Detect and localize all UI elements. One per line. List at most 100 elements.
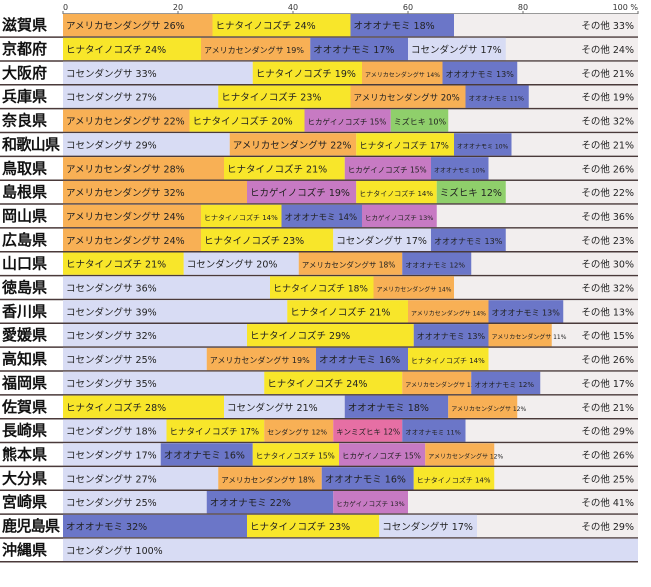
bar-segment <box>63 300 288 323</box>
segment-label: キンミズヒキ 12% <box>336 427 400 437</box>
bar-segment <box>63 514 247 538</box>
segment-label: ヒナタイノコズチ 18% <box>273 283 368 295</box>
other-label: その他 36% <box>581 211 634 223</box>
segment-label: オオオナモミ 11% <box>469 95 525 103</box>
bar-segment <box>339 443 426 466</box>
segment-label: コセンダングサ 35% <box>66 378 157 390</box>
segment-label: コセンダングサ 27% <box>66 473 157 485</box>
segment-label: アメリカセンダングサ 19% <box>210 355 310 365</box>
segment-label: ヒナタイノコズチ 23% <box>221 92 321 104</box>
segment-label: ヒナタイノコズチ 15% <box>256 450 335 460</box>
segment-label: ミズヒキ 10% <box>394 117 447 127</box>
bar-segment <box>344 395 449 418</box>
bar-segment <box>408 37 506 61</box>
bar-segment <box>298 252 403 275</box>
segment-label: ミズヒキ 12% <box>440 187 502 199</box>
bar-segment <box>356 133 454 156</box>
prefecture-label: 滋賀県 <box>2 16 47 34</box>
x-tick-label: 0 <box>63 3 68 12</box>
bar-segment <box>413 324 489 347</box>
bar-segment <box>471 371 541 395</box>
segment-label: オオオナモミ 10% <box>434 167 486 174</box>
bar-segment <box>206 347 316 371</box>
prefecture-label: 岡山県 <box>2 207 47 225</box>
bar-segment <box>408 347 489 371</box>
bar-segment <box>333 491 408 514</box>
bar-segment <box>224 157 345 180</box>
bar-segment <box>247 180 357 204</box>
prefecture-label: 兵庫県 <box>2 88 47 106</box>
segment-label: アメリカセンダングサ 12% <box>405 381 480 389</box>
bar-segment <box>264 419 334 442</box>
segment-label: ヒカゲイノコズチ 15% <box>342 450 421 460</box>
segment-label: オオオナモミ 18% <box>348 403 429 414</box>
segment-label: オオオナモミ 13% <box>446 70 515 79</box>
bar-segment <box>63 467 219 490</box>
other-label: その他 15% <box>581 330 634 342</box>
segment-label: コセンダングサ 17% <box>382 521 473 533</box>
other-label: その他 13% <box>581 306 634 318</box>
bar-segment <box>63 204 201 228</box>
segment-label: オオオナモミ 32% <box>66 522 147 533</box>
bar-segment <box>333 419 403 442</box>
bar-segment <box>63 228 201 251</box>
bar-segment <box>63 347 207 371</box>
bar-segment <box>333 228 431 251</box>
bar-segment <box>402 371 472 395</box>
prefecture-label: 鹿児島県 <box>2 517 60 535</box>
bar-segment <box>63 37 201 61</box>
segment-label: オオオナモミ 16% <box>164 450 245 461</box>
other-label: その他 26% <box>581 354 634 366</box>
segment-label: オオオナモミ 16% <box>319 355 400 366</box>
segment-label: アメリカセンダングサ 14% <box>365 71 440 79</box>
segment-label: アメリカセンダングサ 18% <box>221 474 315 484</box>
segment-label: ヒナタイノコズチ 14% <box>411 356 485 365</box>
bar-segment <box>229 133 357 156</box>
prefecture-label: 宮崎県 <box>2 493 47 511</box>
segment-label: オオオナモミ 10% <box>457 143 509 150</box>
bar-segment <box>310 37 408 61</box>
other-label: その他 30% <box>581 259 634 271</box>
bar-segment <box>63 109 190 132</box>
segment-label: コセンダングサ 17% <box>336 235 427 247</box>
bar-segment <box>373 276 454 299</box>
bar-segment <box>63 395 224 418</box>
bar-segment <box>442 61 518 85</box>
segment-label: アメリカセンダングサ 18% <box>302 260 396 270</box>
segment-label: オオオナモミ 11% <box>405 429 461 437</box>
bar-segment <box>63 180 247 204</box>
segment-label: ヒナタイノコズチ 19% <box>256 68 356 80</box>
segment-label: アメリカセンダングサ 14% <box>377 286 452 294</box>
segment-label: オオオナモミ 13% <box>417 332 486 341</box>
prefecture-label: 和歌山県 <box>2 135 60 153</box>
bar-segment <box>63 157 224 180</box>
segment-label: アメリカセンダングサ 14% <box>411 309 486 317</box>
bar-segment <box>63 252 184 275</box>
bar-segment <box>63 133 230 156</box>
bar-segment <box>212 14 351 37</box>
bar-segment <box>436 180 506 204</box>
segment-label: ヒナタイノコズチ 17% <box>359 140 449 151</box>
segment-label: コセンダングサ 25% <box>66 497 157 509</box>
segment-label: オオオナモミ 14% <box>285 213 358 223</box>
segment-label: アメリカセンダングサ 12% <box>428 452 503 460</box>
bar-segment <box>402 419 466 442</box>
segment-label: ヒナタイノコズチ 23% <box>204 235 304 247</box>
bar-segment <box>270 276 374 299</box>
prefecture-label: 奈良県 <box>1 112 47 130</box>
segment-label: ヒカゲイノコズチ 13% <box>336 499 404 508</box>
segment-label: コセンダングサ 21% <box>227 402 318 414</box>
segment-label: ヒナタイノコズチ 20% <box>193 116 293 128</box>
segment-label: アメリカセンダングサ 32% <box>66 187 185 199</box>
bar-segment <box>431 157 489 180</box>
segment-label: ヒカゲイノコズチ 13% <box>365 213 433 222</box>
segment-label: ヒナタイノコズチ 24% <box>216 20 316 32</box>
segment-label: コセンダングサ 36% <box>66 283 157 295</box>
segment-label: アメリカセンダングサ 24% <box>66 235 185 247</box>
bar-segment <box>63 276 270 299</box>
segment-label: コセンダングサ 17% <box>411 44 502 56</box>
segment-label: ヒナタイノコズチ 29% <box>250 330 350 342</box>
segment-label: オオオナモミ 16% <box>325 474 406 485</box>
bar-segment <box>448 395 518 418</box>
prefecture-label: 高知県 <box>2 350 47 368</box>
